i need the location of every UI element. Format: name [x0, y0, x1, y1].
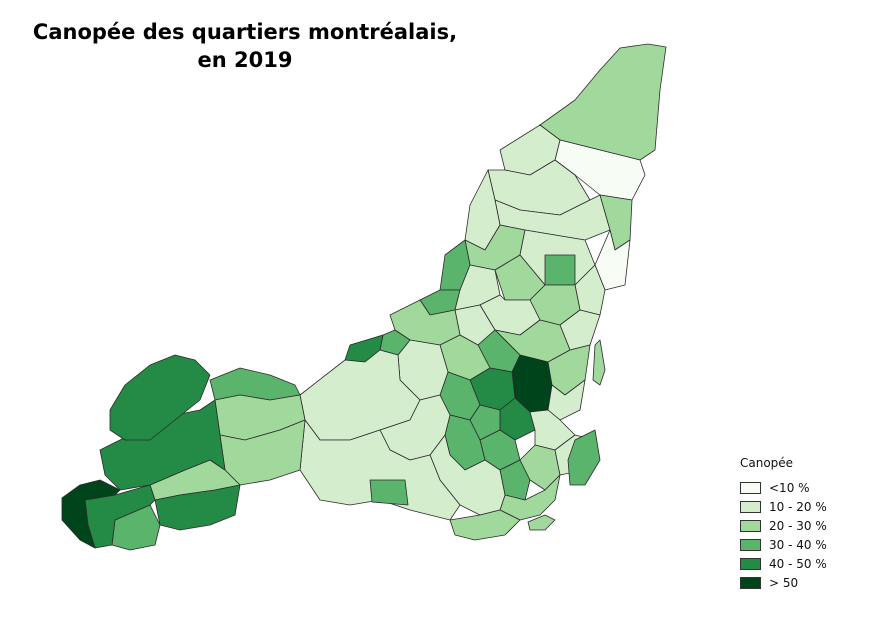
- legend-title: Canopée: [740, 456, 794, 470]
- map-legend: Canopée <10 % 10 - 20 % 20 - 30 % 30 - 4…: [740, 456, 827, 592]
- district-ile-des-soeurs[interactable]: [527, 514, 556, 531]
- legend-swatch: [740, 538, 761, 551]
- district-ile-notre-dame[interactable]: [592, 339, 606, 386]
- district-pointe-claire[interactable]: [154, 484, 241, 531]
- legend-item-20-30: 20 - 30 %: [740, 516, 827, 535]
- district-ile-bizard[interactable]: [109, 354, 211, 441]
- district-ile-sainte-helene[interactable]: [567, 429, 601, 486]
- district-lasalle-west[interactable]: [449, 509, 521, 541]
- legend-label: <10 %: [769, 480, 810, 495]
- legend-item-30-40: 30 - 40 %: [740, 535, 827, 554]
- legend-label: 10 - 20 %: [769, 499, 827, 514]
- district-mercier-park[interactable]: [544, 254, 576, 286]
- legend-label: > 50: [769, 575, 799, 590]
- district-dorval-east[interactable]: [299, 419, 461, 521]
- legend-swatch: [740, 576, 761, 589]
- legend-item-gt50: > 50: [740, 573, 827, 592]
- legend-item-40-50: 40 - 50 %: [740, 554, 827, 573]
- legend-label: 40 - 50 %: [769, 556, 827, 571]
- district-senneville[interactable]: [61, 479, 121, 549]
- legend-swatch: [740, 519, 761, 532]
- legend-item-lt10: <10 %: [740, 478, 827, 497]
- legend-label: 20 - 30 %: [769, 518, 827, 533]
- legend-swatch: [740, 481, 761, 494]
- legend-label: 30 - 40 %: [769, 537, 827, 552]
- district-pierrefonds-east[interactable]: [209, 367, 301, 401]
- district-dorval-airport[interactable]: [369, 479, 409, 506]
- legend-item-10-20: 10 - 20 %: [740, 497, 827, 516]
- legend-swatch: [740, 557, 761, 570]
- map-title: Canopée des quartiers montréalais, en 20…: [32, 20, 458, 72]
- legend-swatch: [740, 500, 761, 513]
